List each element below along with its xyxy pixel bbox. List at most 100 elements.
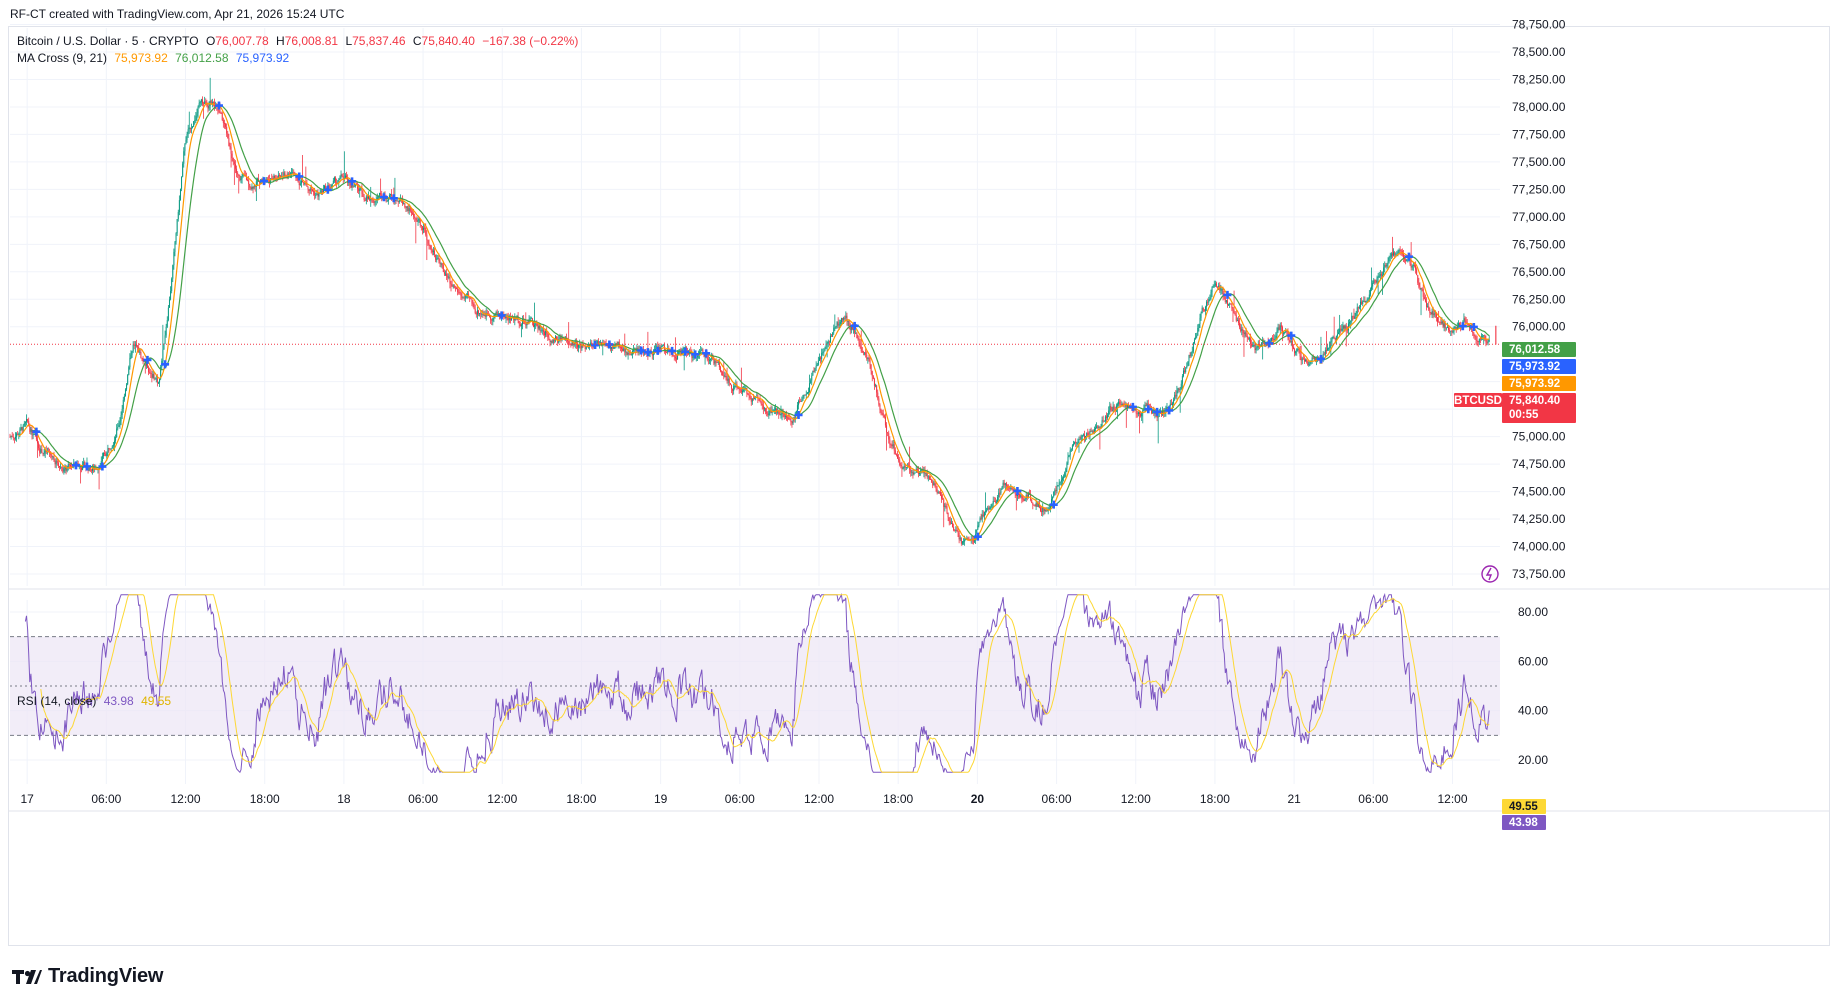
candle xyxy=(1136,410,1138,418)
candle xyxy=(540,326,542,333)
candle xyxy=(10,435,12,440)
candle xyxy=(961,541,963,546)
candle xyxy=(1206,300,1208,312)
candle xyxy=(493,313,495,323)
candle xyxy=(1335,335,1337,345)
candle xyxy=(1033,504,1035,506)
go-to-realtime-icon[interactable] xyxy=(1481,565,1499,583)
candle xyxy=(1215,281,1217,288)
candle xyxy=(1430,312,1432,316)
price-tick-label: 76,250.00 xyxy=(1512,292,1566,306)
ma-cross-markers xyxy=(32,101,1478,541)
candle xyxy=(195,111,197,124)
candle xyxy=(1187,361,1189,367)
candle xyxy=(375,196,377,206)
candle xyxy=(231,150,233,162)
candle xyxy=(708,357,710,365)
candle xyxy=(1241,324,1243,336)
candle xyxy=(1264,340,1266,347)
candle xyxy=(311,188,313,192)
candle xyxy=(496,309,498,315)
cross-marker xyxy=(1153,407,1162,416)
candle xyxy=(859,338,861,349)
candle xyxy=(247,178,249,182)
candle xyxy=(1325,331,1327,354)
price-tick-label: 77,500.00 xyxy=(1512,155,1566,169)
candle xyxy=(361,183,363,198)
candle xyxy=(236,165,238,178)
candle xyxy=(865,347,867,358)
cross-marker xyxy=(668,346,677,355)
candle xyxy=(358,183,360,195)
candle xyxy=(479,312,481,317)
candle xyxy=(837,317,839,329)
candle xyxy=(1032,502,1034,510)
candle xyxy=(440,262,442,268)
candle xyxy=(221,111,223,122)
candle xyxy=(978,521,980,528)
tradingview-logo[interactable]: TradingView xyxy=(12,965,163,988)
candle xyxy=(1279,322,1281,335)
candle xyxy=(307,186,309,194)
candle xyxy=(112,442,114,450)
candle xyxy=(55,457,57,469)
cross-marker xyxy=(348,177,357,186)
candle xyxy=(133,340,135,350)
candle xyxy=(519,321,521,327)
candle xyxy=(1336,329,1338,339)
candle xyxy=(12,433,14,441)
candle xyxy=(101,452,103,464)
candle xyxy=(1137,411,1139,417)
candle xyxy=(821,348,823,363)
candle xyxy=(824,346,826,352)
candle xyxy=(1230,303,1232,305)
candle xyxy=(946,503,948,515)
candle xyxy=(79,464,81,484)
candle xyxy=(1099,426,1101,450)
candle xyxy=(1369,287,1371,297)
candle xyxy=(986,507,988,513)
open-value: 76,007.78 xyxy=(215,34,269,48)
candle xyxy=(1485,335,1487,347)
candle xyxy=(652,349,654,360)
candle xyxy=(1076,441,1078,448)
candle xyxy=(1203,309,1205,312)
candle xyxy=(1439,321,1441,326)
candle xyxy=(462,296,464,299)
candle xyxy=(624,333,626,356)
candle xyxy=(871,370,873,382)
candle xyxy=(751,398,753,405)
candle xyxy=(173,248,175,270)
close-label: C xyxy=(412,34,422,48)
candle xyxy=(437,254,439,260)
candle xyxy=(1053,491,1055,498)
price-axis: 78,750.00 78,500.00 78,250.00 78,000.00 77,7… xyxy=(1512,18,1566,767)
candle xyxy=(773,406,775,415)
candle xyxy=(1332,335,1334,340)
candle xyxy=(1457,320,1459,330)
candle xyxy=(122,396,124,413)
ma-tag-label: 75,973.92 xyxy=(1509,361,1560,373)
candle xyxy=(1009,486,1011,493)
candle xyxy=(1418,277,1420,289)
candle xyxy=(1350,320,1352,329)
candle xyxy=(953,523,955,532)
candle xyxy=(1482,333,1484,341)
candle xyxy=(27,418,29,423)
candle xyxy=(963,538,965,545)
price-tag: 76,012.58 xyxy=(1502,342,1576,357)
candle xyxy=(549,338,551,347)
candle xyxy=(985,492,987,516)
candle xyxy=(417,217,419,226)
candle xyxy=(870,364,872,375)
candle xyxy=(453,284,455,289)
candle xyxy=(135,339,137,348)
time-tick-label: 18:00 xyxy=(1200,792,1230,806)
candle xyxy=(132,341,134,354)
candle xyxy=(710,358,712,365)
candle xyxy=(911,469,913,476)
candle xyxy=(175,232,177,245)
candle xyxy=(872,375,874,380)
cross-marker xyxy=(1458,322,1467,331)
